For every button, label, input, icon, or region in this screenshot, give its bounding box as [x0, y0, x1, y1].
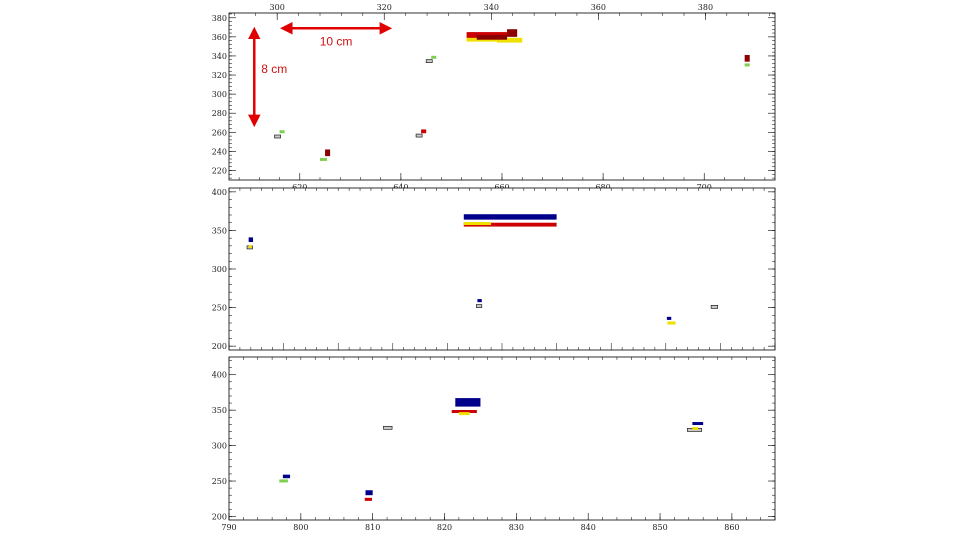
x-tick-label: 680 — [595, 183, 610, 192]
panel-2: 200 250 300 350 400 — [212, 187, 776, 351]
hit-red — [364, 497, 372, 501]
y-tick-label: 200 — [212, 512, 227, 521]
hit-green — [320, 157, 328, 161]
y-tick-label: 380 — [212, 14, 227, 23]
hit-blue — [282, 474, 291, 479]
x2-tick-label: 320 — [377, 3, 392, 12]
panel-3: 200 250 300 350 400 790 800 810 820 830 840 850 860 — [212, 356, 776, 532]
hit-gray — [710, 305, 718, 309]
x-tick-label: 620 — [292, 183, 307, 192]
hit-red — [463, 222, 557, 227]
hit-darkred — [507, 29, 518, 37]
y-tick-label: 280 — [212, 109, 227, 118]
y-tick-label: 300 — [212, 90, 227, 99]
scale-annotation-vertical: 8 cm — [248, 26, 287, 128]
y-tick-label: 240 — [212, 147, 227, 156]
x2-tick-label: 380 — [698, 3, 713, 12]
hit-darkred — [325, 149, 331, 157]
y-tick-label: 300 — [212, 442, 227, 451]
hit-red — [451, 409, 477, 413]
plot-frame — [228, 187, 776, 351]
panel-1: 220 240 260 280 300 320 340 360 380 620 640 660 680 7… — [212, 3, 776, 192]
x-tick-label: 640 — [393, 183, 408, 192]
y-tick-label: 350 — [212, 406, 227, 415]
scale-label-horizontal: 10 cm — [320, 34, 353, 48]
hit-green — [431, 55, 437, 59]
y-tick-label: 250 — [212, 304, 227, 313]
hit-yellow — [496, 37, 523, 43]
x-tick-label: 820 — [437, 523, 452, 532]
x-tick-label: 860 — [724, 523, 739, 532]
hit-yellow — [667, 321, 676, 325]
hit-darkred — [744, 54, 750, 62]
hit-gray — [425, 59, 433, 63]
x-tick-label: 840 — [581, 523, 596, 532]
y-tick-label: 320 — [212, 71, 227, 80]
y-tick-label: 400 — [212, 371, 227, 380]
x2-tick-label: 300 — [270, 3, 285, 12]
hit-yellow — [692, 426, 699, 430]
y-tick-label: 400 — [212, 188, 227, 197]
hit-yellow — [458, 412, 470, 416]
x-tick-label: 660 — [494, 183, 509, 192]
x-tick-label: 810 — [365, 523, 380, 532]
y-tick-label: 260 — [212, 128, 227, 137]
hit-gray — [274, 134, 281, 139]
plot-frame — [228, 356, 776, 521]
y-tick-label: 340 — [212, 52, 227, 61]
hit-blue — [477, 299, 482, 303]
hit-gray — [415, 133, 423, 138]
x2-tick-label: 340 — [484, 3, 499, 12]
x-tick-label: 800 — [293, 523, 308, 532]
hit-yellow — [248, 245, 252, 249]
y-tick-label: 200 — [212, 342, 227, 351]
hit-green — [744, 63, 750, 67]
hit-yellow — [463, 222, 492, 226]
y-tick-label: 250 — [212, 477, 227, 486]
hit-green — [279, 479, 288, 483]
hit-gray — [476, 304, 483, 308]
x-tick-label: 700 — [697, 183, 712, 192]
y-tick-label: 300 — [212, 265, 227, 274]
x-tick-label: 850 — [652, 523, 667, 532]
y-tick-label: 350 — [212, 226, 227, 235]
scale-annotation-horizontal: 10 cm — [280, 22, 393, 48]
hit-red — [421, 129, 427, 134]
hit-blue — [455, 398, 481, 407]
hit-blue — [463, 214, 557, 220]
x-tick-label: 830 — [509, 523, 524, 532]
hit-blue — [692, 422, 704, 426]
scale-label-vertical: 8 cm — [261, 62, 287, 76]
hit-blue — [365, 490, 373, 496]
x2-tick-label: 360 — [591, 3, 606, 12]
y-tick-label: 220 — [212, 166, 227, 175]
hit-gray — [383, 425, 393, 430]
hit-blue — [666, 316, 672, 320]
hit-green — [279, 130, 285, 134]
hit-darkred — [476, 34, 508, 40]
x-tick-label: 790 — [221, 523, 236, 532]
y-tick-label: 360 — [212, 33, 227, 42]
hit-blue — [248, 237, 254, 242]
